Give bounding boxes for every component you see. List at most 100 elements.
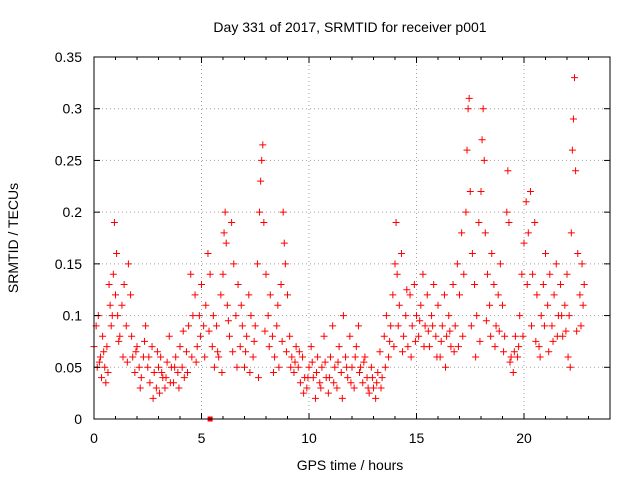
data-point [399, 348, 407, 356]
data-point [330, 379, 338, 387]
data-point [141, 337, 149, 345]
data-point [192, 358, 200, 366]
x-axis-ticks: 0 5 10 15 20 [90, 57, 589, 446]
data-point [505, 218, 513, 226]
data-point [453, 260, 461, 268]
data-point [361, 353, 369, 361]
data-point [397, 250, 405, 258]
data-point [313, 368, 321, 376]
data-point [213, 322, 221, 330]
y-tick-label: 0 [74, 411, 82, 427]
data-point [274, 301, 282, 309]
data-point [529, 270, 537, 278]
data-point [156, 389, 164, 397]
data-point [558, 312, 566, 320]
data-point [266, 291, 274, 299]
data-point [137, 374, 145, 382]
data-point [108, 312, 116, 320]
data-point [172, 353, 180, 361]
data-point [339, 312, 347, 320]
data-point [236, 343, 244, 351]
data-point [124, 260, 132, 268]
data-point [128, 332, 136, 340]
x-tick-label: 10 [301, 430, 317, 446]
y-tick-label: 0.2 [63, 204, 83, 220]
data-point [325, 374, 333, 382]
data-point [317, 384, 325, 392]
data-point [282, 348, 290, 356]
data-point [557, 281, 565, 289]
data-point [118, 301, 126, 309]
data-point [423, 291, 431, 299]
data-point [158, 368, 166, 376]
data-point [256, 208, 264, 216]
data-point [95, 358, 103, 366]
data-point [367, 363, 375, 371]
y-tick-label: 0.25 [55, 152, 82, 168]
data-point [247, 312, 255, 320]
data-point [163, 358, 171, 366]
data-point [215, 353, 223, 361]
data-point [189, 312, 197, 320]
data-point [471, 281, 479, 289]
y-tick-label: 0.05 [55, 359, 82, 375]
data-point [526, 187, 534, 195]
data-point [411, 337, 419, 345]
data-point [171, 363, 179, 371]
data-point [511, 332, 519, 340]
data-point [320, 332, 328, 340]
data-point [277, 281, 285, 289]
data-point [241, 363, 248, 371]
data-point [280, 239, 288, 247]
data-point [334, 358, 342, 366]
data-point [500, 348, 508, 356]
data-point [96, 353, 104, 361]
data-point [188, 353, 196, 361]
data-point [148, 343, 156, 351]
data-point [406, 291, 414, 299]
data-point [568, 146, 576, 154]
data-point [228, 218, 236, 226]
data-point [490, 281, 498, 289]
data-point [259, 141, 267, 149]
data-point [562, 327, 570, 335]
data-point [434, 301, 442, 309]
data-point [546, 270, 554, 278]
data-point [535, 343, 543, 351]
data-point [483, 270, 491, 278]
data-point [230, 260, 238, 268]
data-point [449, 281, 457, 289]
data-point [466, 187, 474, 195]
data-point [378, 374, 386, 382]
data-points [90, 74, 588, 422]
data-point [251, 322, 259, 330]
y-tick-label: 0.3 [63, 101, 83, 117]
data-point [462, 208, 470, 216]
data-point [421, 322, 429, 330]
data-point [354, 322, 362, 330]
data-point [295, 348, 303, 356]
data-point [579, 301, 587, 309]
data-point [531, 218, 539, 226]
data-point [206, 270, 214, 278]
data-point [249, 353, 257, 361]
data-point [110, 218, 118, 226]
data-point [478, 136, 486, 144]
data-point [294, 363, 302, 371]
data-point [373, 379, 381, 387]
data-point [450, 348, 458, 356]
data-point [278, 337, 286, 345]
data-point [544, 301, 552, 309]
data-point [246, 368, 254, 376]
data-point [242, 348, 250, 356]
data-point [104, 368, 112, 376]
y-tick-label: 0.35 [55, 49, 82, 65]
data-point [504, 167, 512, 175]
data-point [442, 363, 450, 371]
data-point [250, 337, 258, 345]
data-point [460, 270, 468, 278]
data-point [464, 105, 472, 113]
data-point [476, 337, 484, 345]
data-point [430, 281, 438, 289]
data-point [321, 358, 329, 366]
